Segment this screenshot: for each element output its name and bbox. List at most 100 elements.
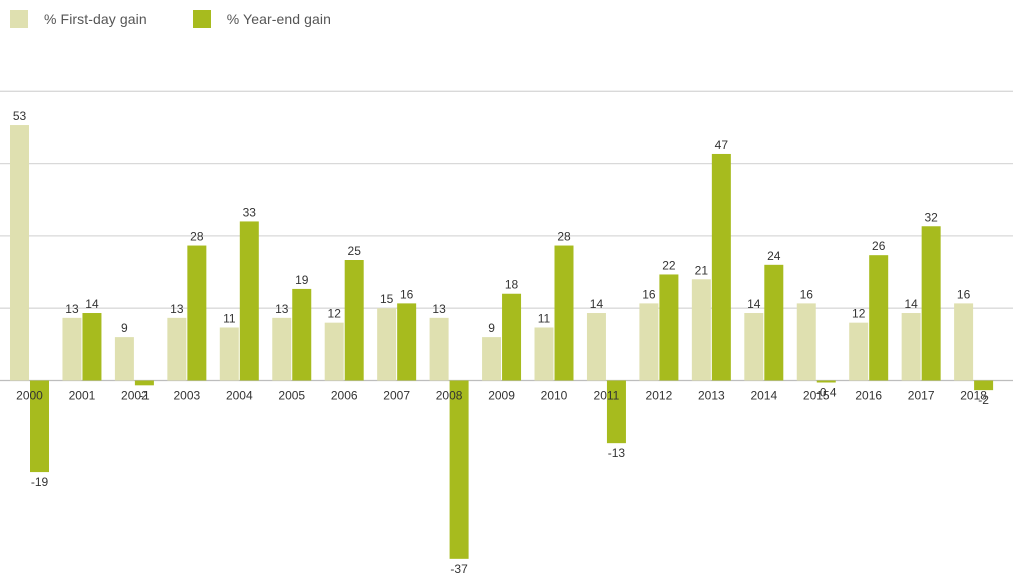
data-label: 14: [590, 297, 604, 311]
bar-first-day: [62, 317, 82, 381]
x-tick-label: 2000: [16, 389, 43, 403]
bar-first-day: [586, 313, 606, 381]
data-label: 13: [275, 302, 289, 316]
x-tick-label: 2006: [331, 389, 358, 403]
bar-first-day: [272, 317, 292, 381]
legend-label-first-day: % First-day gain: [44, 11, 147, 27]
bar-year-end: [921, 226, 941, 381]
data-label: 28: [557, 230, 571, 244]
bar-first-day: [219, 327, 239, 381]
bar-first-day: [796, 303, 816, 381]
x-tick-label: 2007: [383, 389, 410, 403]
x-tick-label: 2010: [541, 389, 568, 403]
legend-item-first-day: % First-day gain: [10, 10, 147, 28]
data-label: 16: [800, 287, 814, 301]
bar-year-end: [344, 260, 364, 381]
data-label: -13: [608, 446, 626, 460]
x-tick-label: 2009: [488, 389, 515, 403]
bar-year-end: [554, 245, 574, 381]
bar-year-end: [292, 288, 312, 381]
data-label: 14: [85, 297, 99, 311]
data-label: 47: [715, 138, 729, 152]
data-label: 13: [65, 302, 79, 316]
bar-year-end: [82, 313, 102, 381]
chart-bars: [10, 125, 994, 559]
x-tick-label: 2015: [803, 389, 830, 403]
bar-year-end: [134, 380, 154, 386]
bar-year-end: [974, 380, 994, 391]
data-label: -1: [139, 388, 150, 402]
bar-year-end: [816, 380, 836, 383]
x-tick-label: 2012: [646, 389, 673, 403]
x-tick-label: 2018: [960, 389, 987, 403]
data-label: 13: [432, 302, 446, 316]
data-label: 16: [400, 287, 414, 301]
data-label: -19: [31, 475, 49, 489]
data-label: 16: [642, 287, 656, 301]
bar-year-end: [449, 380, 469, 559]
bar-year-end: [187, 245, 207, 381]
bar-year-end: [869, 255, 889, 381]
data-label: 53: [13, 109, 27, 123]
data-label: 12: [328, 307, 342, 321]
data-label: 22: [662, 258, 676, 272]
x-tick-label: 2003: [173, 389, 200, 403]
bar-first-day: [377, 308, 397, 381]
x-tick-label: 2001: [69, 389, 96, 403]
x-tick-label: 2008: [436, 389, 463, 403]
legend-item-year-end: % Year-end gain: [192, 10, 332, 28]
data-label: 32: [924, 210, 938, 224]
bar-first-day: [849, 322, 869, 381]
chart-x-tick-labels: 2000 2001 2002 2003 2004 2005 2006 2007 2008 2009…: [16, 389, 987, 403]
data-label: 19: [295, 273, 309, 287]
data-label: 11: [538, 311, 551, 325]
chart-data-labels: 53 -19 13 14 9 -1 13 28 11 33 13 19 12 25 15 16 13 -37 9 18…: [13, 109, 989, 576]
data-label: 24: [767, 249, 781, 263]
bar-year-end: [239, 221, 259, 381]
data-label: 26: [872, 239, 886, 253]
data-label: 11: [223, 311, 236, 325]
bar-year-end: [502, 293, 522, 381]
data-label: -37: [450, 562, 468, 576]
bar-year-end: [764, 264, 784, 381]
bar-year-end: [711, 153, 731, 381]
data-label: 21: [695, 263, 709, 277]
bar-first-day: [744, 313, 764, 381]
bar-first-day: [639, 303, 659, 381]
x-tick-label: 2002: [121, 389, 148, 403]
x-tick-label: 2005: [278, 389, 305, 403]
data-label: 25: [348, 244, 362, 258]
bar-year-end: [397, 303, 417, 381]
data-label: 12: [852, 307, 866, 321]
bar-first-day: [534, 327, 554, 381]
bar-first-day: [691, 279, 711, 381]
legend-label-year-end: % Year-end gain: [226, 11, 332, 27]
data-label: 33: [243, 205, 257, 219]
bar-first-day: [10, 125, 29, 381]
bar-year-end: [606, 380, 626, 444]
data-label: 15: [380, 292, 394, 306]
bar-year-end: [30, 380, 49, 473]
data-label: 28: [190, 230, 204, 244]
bar-first-day: [324, 322, 344, 381]
data-label: 14: [747, 297, 761, 311]
data-label: 9: [488, 321, 495, 335]
bar-first-day: [114, 337, 134, 381]
x-tick-label: 2016: [855, 389, 882, 403]
bar-first-day: [482, 337, 502, 381]
chart-legend: % First-day gain % Year-end gain: [10, 8, 377, 30]
data-label: 14: [904, 297, 918, 311]
bar-first-day: [429, 317, 449, 381]
legend-swatch-first-day: [10, 10, 28, 28]
legend-swatch-year-end: [192, 10, 211, 28]
data-label: -0,4: [816, 386, 837, 400]
bar-first-day: [167, 317, 187, 381]
data-label: -2: [978, 393, 989, 407]
x-tick-label: 2011: [594, 389, 620, 403]
data-label: 9: [121, 321, 128, 335]
x-tick-label: 2004: [226, 389, 253, 403]
x-tick-label: 2017: [908, 389, 935, 403]
x-tick-label: 2014: [750, 389, 777, 403]
x-tick-label: 2013: [698, 389, 725, 403]
